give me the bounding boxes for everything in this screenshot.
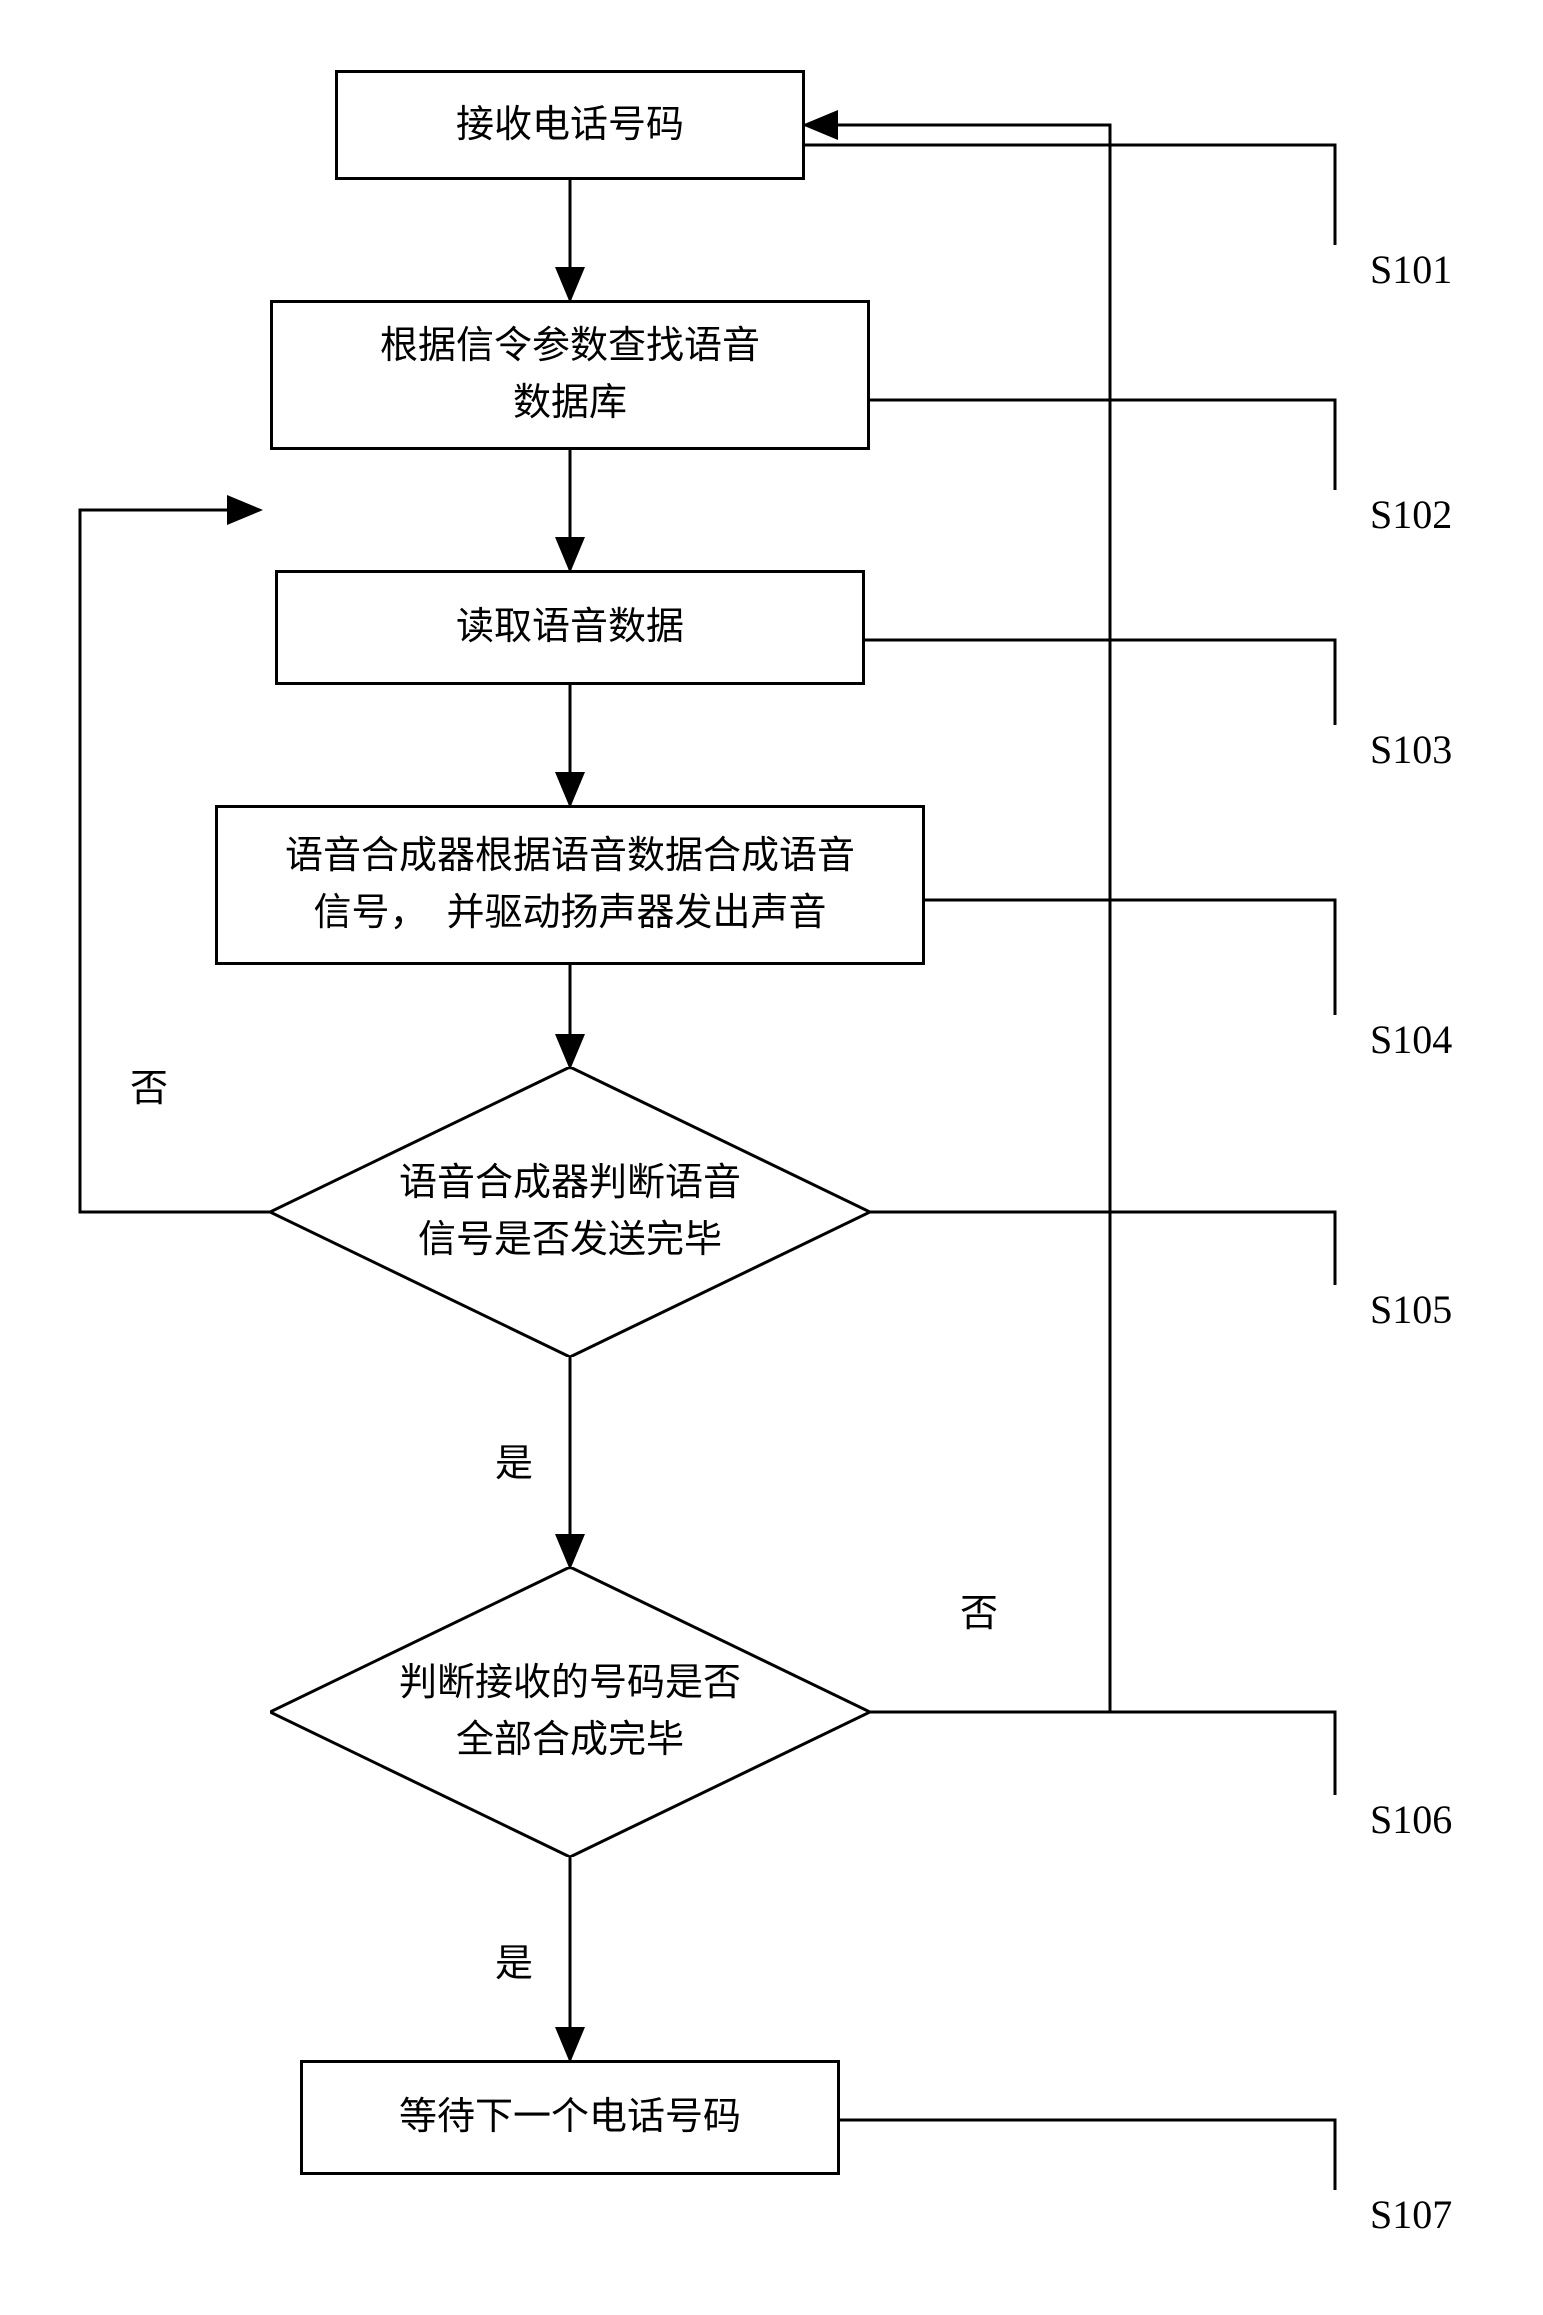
branch-label-no1: 否 <box>130 1070 168 1108</box>
step-label-s102: S102 <box>1370 495 1452 535</box>
node-text: 接收电话号码 <box>456 97 684 154</box>
step-label-s104: S104 <box>1370 1020 1452 1060</box>
flowchart-canvas: 接收电话号码 根据信令参数查找语音数据库 读取语音数据 语音合成器根据语音数据合… <box>0 0 1543 2315</box>
step-label-s101: S101 <box>1370 250 1452 290</box>
node-s101: 接收电话号码 <box>335 70 805 180</box>
node-s106: 判断接收的号码是否全部合成完毕 <box>270 1567 870 1857</box>
node-text: 根据信令参数查找语音数据库 <box>380 318 760 432</box>
node-text: 读取语音数据 <box>456 599 684 656</box>
node-text: 等待下一个电话号码 <box>399 2089 741 2146</box>
step-label-s107: S107 <box>1370 2195 1452 2235</box>
node-s103: 读取语音数据 <box>275 570 865 685</box>
node-text: 语音合成器根据语音数据合成语音信号， 并驱动扬声器发出声音 <box>285 828 855 942</box>
step-label-s105: S105 <box>1370 1290 1452 1330</box>
node-s104: 语音合成器根据语音数据合成语音信号， 并驱动扬声器发出声音 <box>215 805 925 965</box>
node-s107: 等待下一个电话号码 <box>300 2060 840 2175</box>
branch-label-yes1: 是 <box>495 1445 533 1483</box>
branch-label-yes2: 是 <box>495 1945 533 1983</box>
node-text: 语音合成器判断语音信号是否发送完毕 <box>399 1155 741 1269</box>
node-s105: 语音合成器判断语音信号是否发送完毕 <box>270 1067 870 1357</box>
branch-label-no2: 否 <box>960 1595 998 1633</box>
step-label-s103: S103 <box>1370 730 1452 770</box>
step-label-s106: S106 <box>1370 1800 1452 1840</box>
node-s102: 根据信令参数查找语音数据库 <box>270 300 870 450</box>
node-text: 判断接收的号码是否全部合成完毕 <box>399 1655 741 1769</box>
